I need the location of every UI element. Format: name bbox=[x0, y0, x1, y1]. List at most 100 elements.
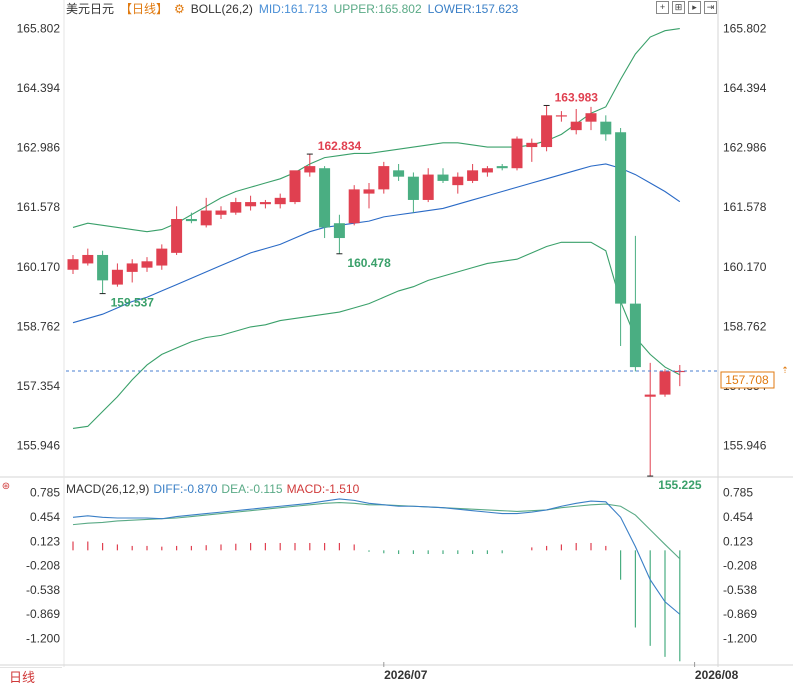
candle bbox=[422, 168, 434, 203]
y-tick-label-left: 161.578 bbox=[17, 200, 61, 214]
macd-y-tick-label-right: 0.123 bbox=[723, 534, 753, 548]
period-tab[interactable]: 日线 bbox=[0, 667, 62, 687]
macd-y-tick-label-right: -0.538 bbox=[723, 583, 757, 597]
candle-body bbox=[333, 223, 345, 239]
candle bbox=[274, 193, 286, 209]
macd-y-tick-label-right: -1.200 bbox=[723, 631, 757, 645]
fit-icon[interactable]: + bbox=[656, 1, 669, 14]
candle bbox=[541, 105, 553, 152]
macd-y-tick-label-right: -0.208 bbox=[723, 559, 757, 573]
macd-settings-icon[interactable]: ⊛ bbox=[1, 481, 11, 492]
macd-diff-label: DIFF:-0.870 bbox=[153, 482, 218, 496]
candle-body bbox=[481, 168, 493, 173]
boll-label[interactable]: BOLL(26,2) bbox=[190, 2, 253, 16]
candle-body bbox=[348, 189, 360, 224]
expand-icon[interactable]: ⊞ bbox=[672, 1, 685, 14]
high-annotation: 162.834 bbox=[318, 139, 362, 153]
candle bbox=[467, 163, 479, 184]
candle-body bbox=[496, 166, 508, 169]
macd-header: MACD(26,12,9) DIFF:-0.870 DEA:-0.115 MACD:-… bbox=[66, 481, 363, 497]
candle bbox=[289, 170, 301, 205]
macd-y-tick-label-left: -1.200 bbox=[26, 631, 60, 645]
next-icon[interactable]: ▸ bbox=[688, 1, 701, 14]
candle bbox=[185, 212, 197, 224]
candle bbox=[259, 199, 271, 209]
candle bbox=[393, 163, 405, 181]
candle bbox=[659, 369, 671, 397]
low-annotation: 160.478 bbox=[347, 256, 391, 270]
y-tick-label-right: 155.946 bbox=[723, 439, 767, 453]
candle-body bbox=[674, 370, 686, 373]
candle bbox=[82, 248, 94, 266]
candle bbox=[600, 115, 612, 141]
boll-upper-label: UPPER:165.802 bbox=[333, 2, 422, 16]
y-tick-label-left: 165.802 bbox=[17, 21, 61, 35]
candle-body bbox=[393, 170, 405, 177]
candle bbox=[126, 259, 138, 283]
candle-body bbox=[156, 248, 168, 266]
candle bbox=[481, 166, 493, 177]
candle-body bbox=[526, 142, 538, 148]
candle-body bbox=[304, 166, 316, 173]
y-tick-label-right: 162.986 bbox=[723, 141, 767, 155]
candle bbox=[496, 163, 508, 171]
candle bbox=[407, 172, 419, 213]
candle bbox=[526, 138, 538, 162]
candle-body bbox=[363, 189, 375, 194]
candle-body bbox=[407, 176, 419, 200]
candle-body bbox=[437, 174, 449, 181]
high-annotation: 163.983 bbox=[555, 90, 599, 104]
macd-dea-label: DEA:-0.115 bbox=[221, 482, 283, 496]
y-tick-label-left: 160.170 bbox=[17, 260, 61, 274]
chart-header: 美元日元 【日线】 ⚙ BOLL(26,2) MID:161.713 UPPER:165.… bbox=[66, 1, 524, 17]
candle-body bbox=[141, 261, 153, 268]
candle bbox=[437, 168, 449, 184]
candle-body bbox=[629, 303, 641, 368]
y-tick-label-right: 165.802 bbox=[723, 21, 767, 35]
candle-body bbox=[570, 121, 582, 131]
candle-body bbox=[659, 371, 671, 395]
x-tick-label: 2026/07 bbox=[384, 668, 428, 682]
candle-body bbox=[319, 168, 331, 228]
candle-body bbox=[452, 176, 464, 186]
candle-body bbox=[274, 197, 286, 205]
period-tag[interactable]: 【日线】 bbox=[120, 2, 169, 16]
candle bbox=[230, 197, 242, 215]
candle-body bbox=[126, 263, 138, 272]
y-tick-label-left: 162.986 bbox=[17, 141, 61, 155]
y-tick-label-right: 161.578 bbox=[723, 200, 767, 214]
low-annotation: 155.225 bbox=[658, 478, 702, 492]
candle bbox=[615, 128, 627, 346]
low-annotation: 159.537 bbox=[111, 296, 155, 310]
boll-lower-label: LOWER:157.623 bbox=[427, 2, 519, 16]
candle bbox=[570, 108, 582, 135]
candle-body bbox=[111, 269, 123, 285]
macd-name-label[interactable]: MACD(26,12,9) bbox=[66, 482, 150, 496]
candle-body bbox=[541, 115, 553, 148]
macd-y-tick-label-left: 0.785 bbox=[30, 486, 60, 500]
settings-icon[interactable]: ⚙ bbox=[174, 2, 185, 16]
last-icon[interactable]: ⇥ bbox=[704, 1, 717, 14]
candle-body bbox=[97, 254, 109, 281]
candle-body bbox=[644, 394, 656, 397]
candle-body bbox=[585, 113, 597, 122]
candle bbox=[674, 364, 686, 387]
candle bbox=[555, 111, 567, 122]
candle bbox=[452, 172, 464, 194]
candle bbox=[511, 136, 523, 171]
boll-mid-label: MID:161.713 bbox=[258, 2, 328, 16]
candle bbox=[333, 214, 345, 254]
y-tick-label-right: 158.762 bbox=[723, 319, 767, 333]
candle-body bbox=[245, 202, 257, 207]
candle bbox=[363, 183, 375, 209]
candle-body bbox=[230, 202, 242, 213]
candle bbox=[156, 244, 168, 270]
candle-body bbox=[555, 115, 567, 117]
macd-dea-line bbox=[72, 502, 681, 560]
candle-body bbox=[511, 138, 523, 169]
macd-y-tick-label-left: 0.454 bbox=[30, 510, 60, 524]
candle bbox=[141, 257, 153, 272]
macd-y-tick-label-left: -0.538 bbox=[26, 583, 60, 597]
